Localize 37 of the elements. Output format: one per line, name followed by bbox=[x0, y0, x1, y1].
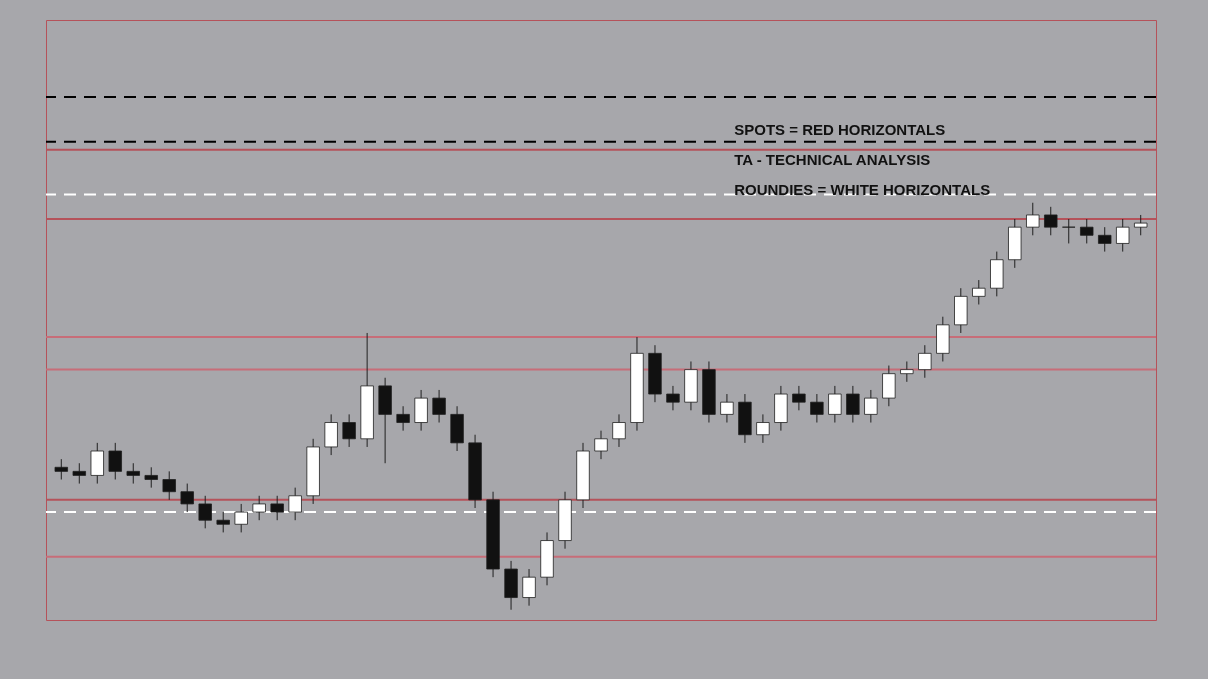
candlestick bbox=[1062, 218, 1076, 244]
candlestick bbox=[666, 385, 680, 411]
text: SPOTS = RED HORIZONTALS bbox=[734, 121, 946, 138]
candlestick bbox=[612, 413, 626, 448]
candlestick bbox=[846, 385, 860, 424]
candlestick bbox=[198, 495, 212, 529]
candlestick bbox=[810, 393, 824, 424]
candlestick bbox=[1116, 218, 1130, 253]
candlestick bbox=[1044, 206, 1058, 236]
candlestick bbox=[720, 393, 734, 424]
candlestick bbox=[162, 470, 176, 501]
candlestick bbox=[144, 466, 158, 489]
candlestick bbox=[522, 568, 536, 607]
candlestick bbox=[1134, 214, 1148, 236]
candlestick bbox=[1080, 218, 1094, 244]
candlestick bbox=[72, 462, 86, 485]
candlestick bbox=[1026, 202, 1040, 236]
text: TA - TECHNICAL ANALYSIS bbox=[734, 151, 931, 168]
candlestick bbox=[1098, 226, 1112, 253]
text: ROUNDIES = WHITE HORIZONTALS bbox=[734, 181, 991, 198]
candlestick bbox=[396, 405, 410, 432]
candlestick bbox=[864, 389, 878, 424]
candlestick bbox=[108, 442, 122, 480]
candlestick bbox=[918, 344, 932, 379]
candlestick bbox=[270, 495, 284, 521]
candlestick bbox=[180, 483, 194, 513]
candlestick bbox=[216, 511, 230, 533]
candlestick bbox=[756, 413, 770, 444]
candlestick bbox=[432, 389, 446, 424]
candlestick bbox=[972, 279, 986, 305]
candlestick bbox=[126, 462, 140, 485]
candlestick bbox=[54, 458, 68, 480]
candlestick bbox=[828, 385, 842, 424]
candlestick bbox=[594, 430, 608, 460]
candlestick bbox=[900, 360, 914, 383]
candlestick bbox=[792, 385, 806, 411]
candlestick bbox=[342, 413, 356, 448]
